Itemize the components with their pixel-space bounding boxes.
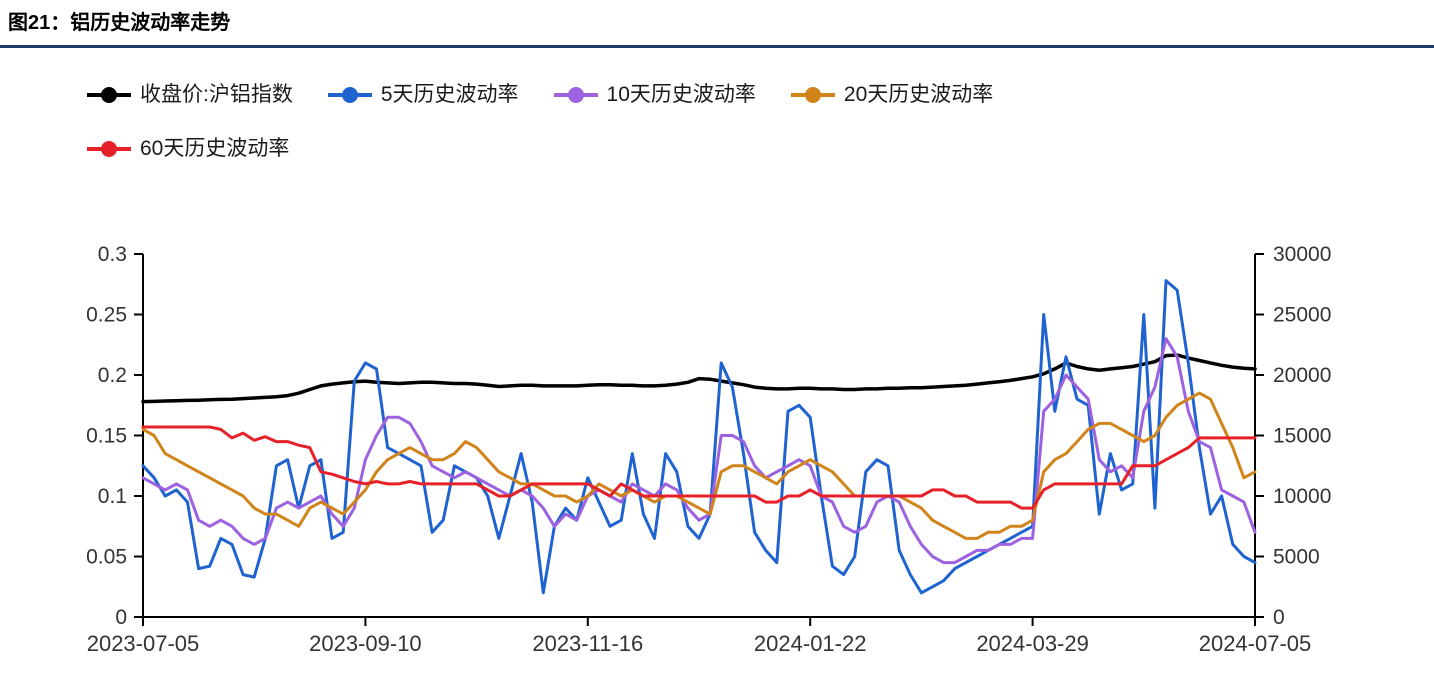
x-tick-label: 2024-03-29: [976, 631, 1089, 656]
x-tick-label: 2023-09-10: [309, 631, 422, 656]
legend-label: 收盘价:沪铝指数: [140, 83, 293, 106]
y-left-tick-label: 0.25: [86, 304, 127, 327]
x-tick-label: 2024-07-05: [1199, 631, 1312, 656]
line-dot-marker-icon: [87, 87, 131, 103]
y-right-tick-label: 30000: [1273, 243, 1331, 266]
y-right-tick-label: 10000: [1273, 485, 1331, 508]
x-tick-label: 2024-01-22: [754, 631, 867, 656]
y-left-tick-label: 0.15: [86, 425, 127, 448]
line-dot-marker-icon: [790, 87, 835, 103]
legend-label: 60天历史波动率: [140, 137, 290, 160]
y-right-tick-label: 15000: [1273, 425, 1331, 448]
page-title: 图21：铝历史波动率走势: [8, 12, 231, 34]
legend-item-hv20[interactable]: 20天历史波动率: [790, 81, 993, 109]
legend-label: 10天历史波动率: [606, 83, 756, 106]
y-right-tick-label: 0: [1273, 606, 1285, 629]
legend-item-hv60[interactable]: 60天历史波动率: [86, 135, 289, 163]
line-dot-marker-icon: [87, 141, 131, 157]
y-left-tick-label: 0.1: [98, 485, 127, 508]
line-dot-marker-icon: [327, 87, 372, 103]
y-left-tick-label: 0.3: [98, 243, 127, 266]
legend-item-hv5[interactable]: 5天历史波动率: [327, 81, 519, 109]
series-line-hv20: [141, 391, 1257, 540]
y-right-tick-label: 25000: [1273, 304, 1331, 327]
y-right-tick-label: 5000: [1273, 546, 1320, 569]
legend-row-1: 收盘价:沪铝指数 5天历史波动率 10天历史波动率 20天历史波动率: [86, 81, 1434, 109]
series-line-close-price: [141, 353, 1257, 404]
legend-item-hv10[interactable]: 10天历史波动率: [553, 81, 756, 109]
legend-item-close-price[interactable]: 收盘价:沪铝指数: [86, 81, 293, 109]
line-dot-marker-icon: [553, 87, 598, 103]
x-tick-label: 2023-07-05: [87, 631, 200, 656]
title-divider: [0, 45, 1434, 48]
legend-label: 5天历史波动率: [380, 83, 519, 106]
y-left-tick-label: 0: [115, 606, 127, 629]
series-line-hv60: [141, 425, 1257, 510]
legend-row-2: 60天历史波动率: [86, 135, 1434, 163]
legend-label: 20天历史波动率: [843, 83, 994, 106]
y-left-tick-label: 0.2: [98, 364, 127, 387]
series-line-hv5: [141, 279, 1257, 595]
y-left-tick-label: 0.05: [86, 546, 127, 569]
x-tick-label: 2023-11-16: [532, 631, 643, 656]
y-right-tick-label: 20000: [1273, 364, 1331, 387]
series-line-hv10: [141, 337, 1257, 565]
chart-legend: 收盘价:沪铝指数 5天历史波动率 10天历史波动率 20天历史波动率: [86, 81, 1434, 163]
volatility-line-chart: 0 0.05 0.1 0.15 0.2 0.25 0.3 0 5000 10000 15000 200…: [86, 243, 1331, 656]
